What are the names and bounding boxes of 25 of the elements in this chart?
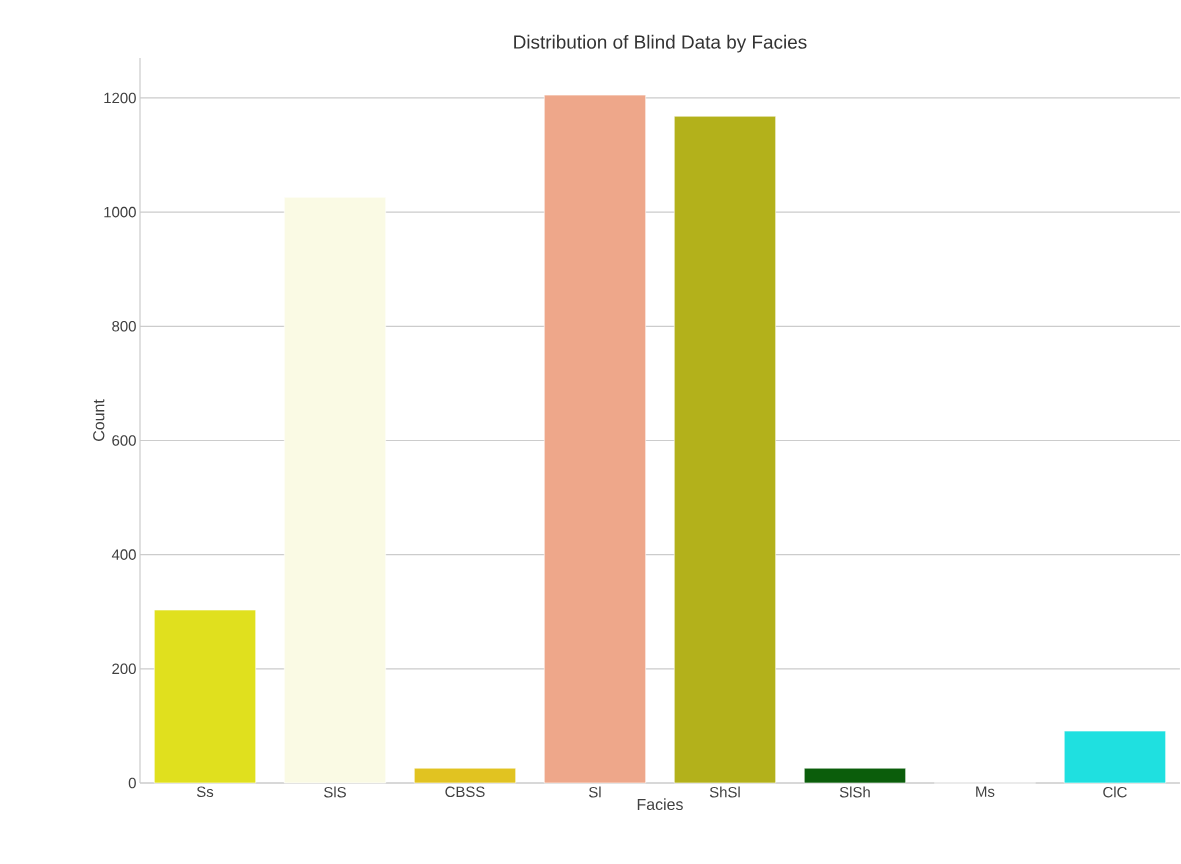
y-tick-label: 600 [112,435,136,446]
x-tick-label: SlSh [839,786,870,798]
x-tick-label: ShSl [709,786,740,798]
x-tick-label: Ss [196,786,214,798]
x-tick-label: CBSS [445,786,485,798]
y-tick-label: 1200 [104,92,136,104]
bar [673,115,776,784]
y-tick-label: 200 [112,663,136,675]
bar [543,94,646,784]
x-tick-label: SlS [324,786,346,798]
y-axis-title: Count [93,399,105,441]
y-tick-label: 400 [111,549,136,560]
bar [154,609,256,784]
bar [283,196,386,784]
bar [413,767,516,784]
x-tick-label: Sl [589,786,601,798]
x-axis-title: Facies [637,798,683,811]
bar [803,767,906,784]
x-tick-label: ClC [1103,786,1127,798]
chart-title: Distribution of Blind Data by Facies [514,34,807,53]
y-tick-label: 0 [128,777,136,789]
bar [1063,730,1166,784]
y-tick-label: 1000 [104,206,136,218]
y-tick-label: 800 [112,321,136,332]
x-tick-label: Ms [976,786,995,797]
